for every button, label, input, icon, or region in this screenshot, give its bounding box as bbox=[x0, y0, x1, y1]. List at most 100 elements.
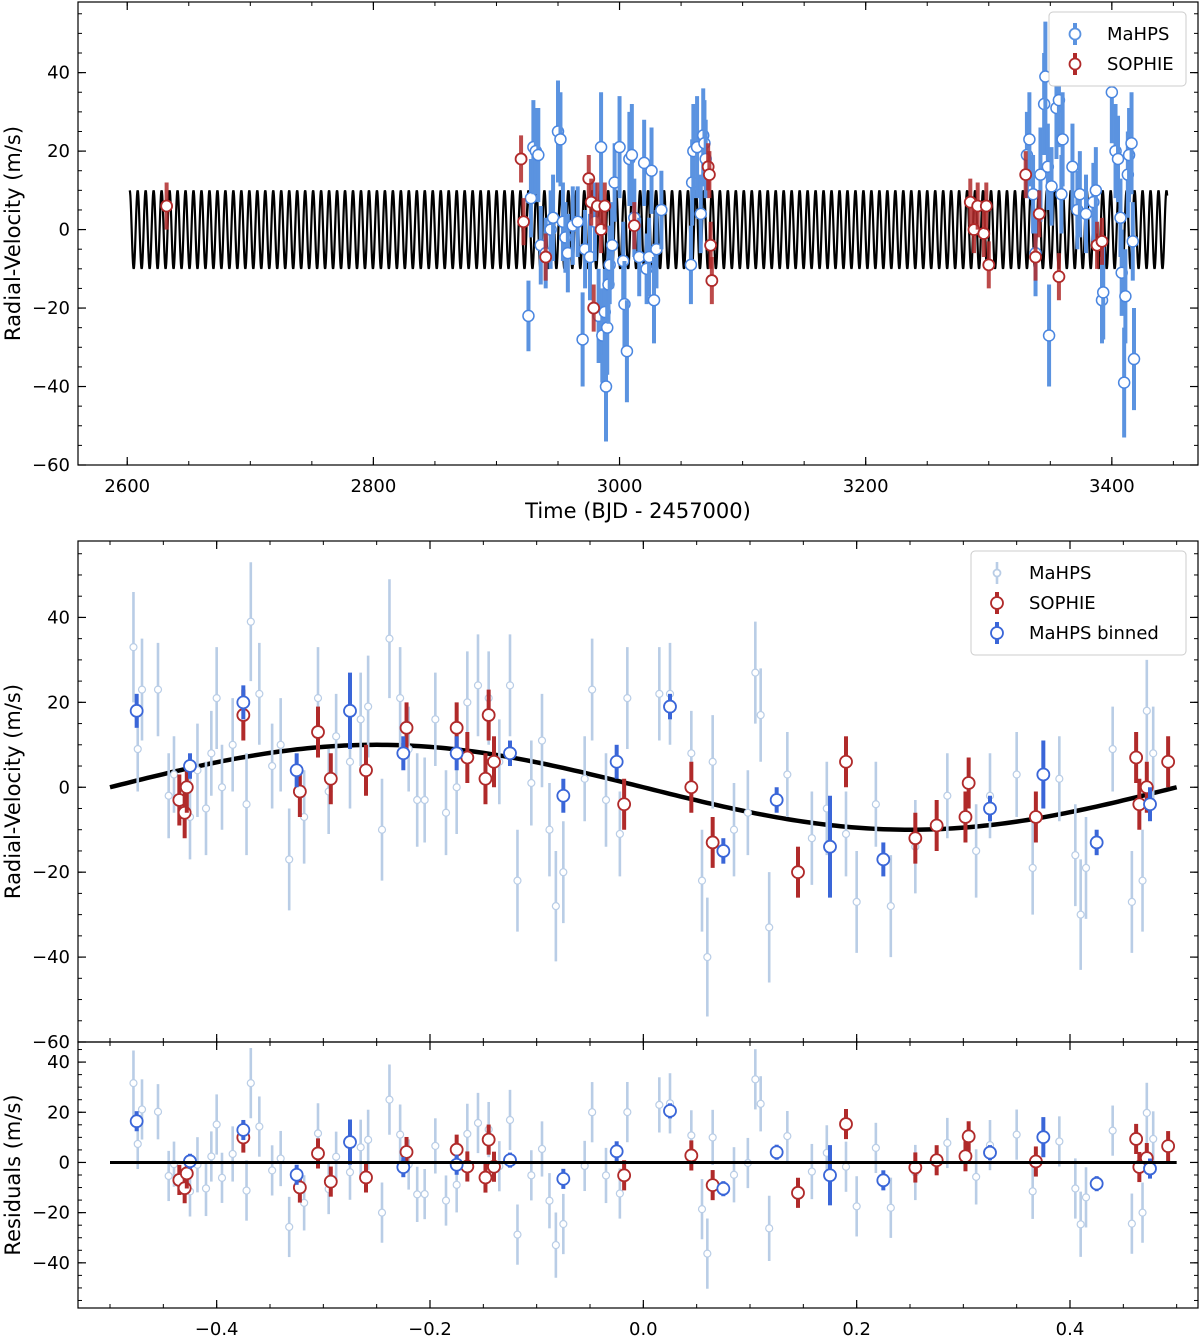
data-point bbox=[823, 839, 837, 854]
data-point bbox=[983, 1145, 997, 1160]
data-point bbox=[1081, 1193, 1091, 1202]
data-point bbox=[1119, 290, 1132, 303]
data-point bbox=[332, 1152, 341, 1161]
panel-residuals: −0.4 −0.2 0.0 0.2 0.4 −40 −20 0 20 40 Residuals (m… bbox=[1, 1041, 1199, 1340]
data-point bbox=[1029, 250, 1042, 264]
data-point bbox=[1028, 1187, 1037, 1196]
data-point bbox=[1066, 160, 1079, 174]
data-point bbox=[729, 1170, 739, 1179]
data-point bbox=[1143, 797, 1157, 812]
data-point bbox=[1028, 863, 1037, 873]
data-point bbox=[503, 1153, 517, 1168]
data-point bbox=[615, 829, 624, 839]
data-point bbox=[1105, 85, 1119, 99]
data-point bbox=[708, 757, 717, 766]
plot-area-residuals bbox=[110, 1047, 1177, 1289]
y-tick-label: −60 bbox=[32, 455, 70, 476]
data-point bbox=[1111, 152, 1125, 166]
data-point bbox=[684, 1148, 699, 1163]
data-point bbox=[839, 754, 853, 769]
data-point bbox=[620, 344, 634, 358]
data-point bbox=[943, 791, 952, 800]
data-point bbox=[242, 800, 251, 809]
data-point bbox=[473, 681, 483, 690]
data-point bbox=[551, 1240, 560, 1250]
data-point bbox=[513, 1230, 522, 1239]
data-point bbox=[217, 783, 227, 792]
data-point bbox=[212, 1120, 221, 1129]
data-point bbox=[413, 1190, 422, 1199]
data-point bbox=[153, 1107, 163, 1116]
data-point bbox=[377, 825, 387, 834]
y-axis-label: Radial-Velocity (m/s) bbox=[1, 126, 25, 341]
data-point bbox=[300, 1198, 309, 1207]
data-point bbox=[765, 1224, 774, 1233]
y-tick-label: −40 bbox=[32, 377, 70, 398]
data-point bbox=[289, 763, 304, 778]
data-point bbox=[1089, 184, 1103, 197]
y-tick-label: 20 bbox=[47, 692, 70, 713]
data-point bbox=[1042, 329, 1056, 342]
data-point bbox=[255, 1122, 264, 1131]
data-point bbox=[449, 720, 464, 735]
data-point bbox=[1045, 180, 1058, 193]
y-tick-label: −20 bbox=[32, 862, 70, 883]
panel-phase_fold: −60 −40 −20 0 20 40 Radial-Velocity (m/s) MaHPS… bbox=[1, 540, 1199, 1053]
data-point bbox=[246, 1078, 255, 1088]
data-point bbox=[647, 293, 661, 307]
series-sophie bbox=[172, 1109, 1176, 1208]
data-point bbox=[559, 868, 568, 877]
data-point bbox=[359, 763, 373, 778]
data-point bbox=[655, 1100, 664, 1109]
data-point bbox=[1129, 750, 1144, 765]
data-point bbox=[1055, 774, 1064, 783]
data-point bbox=[463, 698, 472, 707]
data-point bbox=[345, 1168, 355, 1177]
data-point bbox=[1127, 352, 1141, 366]
plot-area-timeseries bbox=[128, 21, 1169, 442]
data-point bbox=[1012, 770, 1021, 779]
data-point bbox=[876, 852, 891, 867]
data-point bbox=[588, 685, 597, 694]
data-point bbox=[285, 1222, 294, 1232]
data-point bbox=[1055, 1137, 1064, 1146]
data-point bbox=[431, 1141, 440, 1151]
data-point bbox=[705, 274, 719, 287]
data-point bbox=[292, 784, 307, 799]
x-tick-label: 2600 bbox=[104, 476, 150, 497]
data-point bbox=[527, 1171, 536, 1180]
panel-timeseries: 2600 2800 3000 3200 3400 −60 −40 −20 0 20 40 Radial… bbox=[1, 1, 1199, 523]
data-point bbox=[524, 191, 538, 205]
data-point bbox=[1161, 754, 1176, 769]
data-point bbox=[598, 199, 612, 213]
data-point bbox=[514, 152, 528, 166]
data-point bbox=[452, 783, 461, 792]
data-point bbox=[791, 1185, 805, 1200]
y-tick-label: −60 bbox=[32, 1032, 70, 1053]
data-point bbox=[441, 808, 451, 817]
data-point bbox=[559, 1219, 568, 1229]
data-point bbox=[655, 689, 664, 698]
data-point bbox=[751, 668, 760, 677]
plot-area-phase_fold bbox=[109, 562, 1178, 1017]
x-tick-label: 2800 bbox=[350, 476, 396, 497]
data-point bbox=[852, 1202, 861, 1211]
data-point bbox=[487, 754, 501, 769]
y-tick-label: −40 bbox=[32, 947, 70, 968]
data-point bbox=[1012, 1130, 1021, 1139]
data-point bbox=[449, 746, 464, 761]
data-point bbox=[396, 1130, 405, 1139]
data-point bbox=[979, 199, 993, 213]
data-point bbox=[1117, 376, 1131, 389]
data-point bbox=[756, 1099, 765, 1108]
data-point bbox=[704, 238, 718, 252]
data-point bbox=[609, 1144, 624, 1159]
data-point bbox=[556, 788, 571, 803]
data-point bbox=[625, 148, 639, 162]
y-tick-label: 40 bbox=[47, 1052, 70, 1073]
series-mahps-binned bbox=[129, 1103, 1157, 1206]
data-point bbox=[886, 1203, 895, 1212]
x-tick-label: −0.4 bbox=[195, 1319, 239, 1340]
data-point bbox=[697, 1205, 707, 1214]
y-tick-label: 0 bbox=[59, 1152, 70, 1173]
